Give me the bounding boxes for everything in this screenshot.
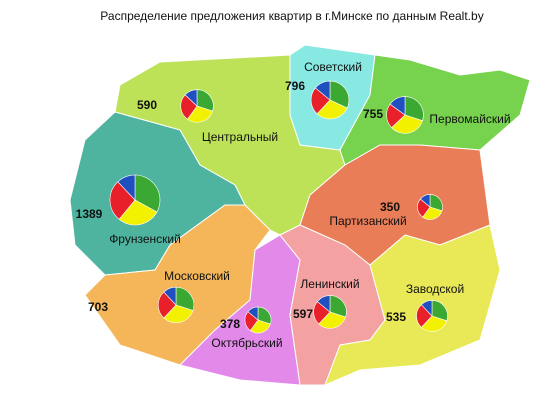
pie-slice — [431, 300, 448, 322]
district-count: 796 — [285, 79, 305, 93]
pie-slice — [249, 319, 271, 334]
pie-slice — [419, 194, 431, 208]
pie-slice — [118, 199, 158, 226]
pie-slice — [247, 306, 259, 321]
pie-slice — [318, 311, 346, 329]
district-name: Московский — [164, 269, 230, 283]
pie-slice — [422, 206, 443, 220]
pie-slice — [184, 89, 198, 107]
pie-slice — [420, 300, 433, 317]
pie-slice — [109, 181, 136, 220]
pie-slice — [180, 94, 198, 120]
district-name: Октябрьский — [211, 336, 282, 350]
district-name: Советский — [304, 60, 362, 74]
pie-slice — [389, 96, 406, 116]
district-name: Партизанский — [329, 214, 406, 228]
district-count: 597 — [293, 307, 313, 321]
district-count: 535 — [386, 310, 406, 324]
pie-slice — [329, 80, 350, 109]
pie-slice — [420, 315, 448, 332]
pie-slice — [329, 295, 347, 318]
pie-slice — [196, 89, 214, 112]
district-count: 755 — [363, 107, 383, 121]
map-title: Распределение предложения квартир в г.Ми… — [100, 9, 483, 23]
district-count: 590 — [137, 98, 157, 112]
pie-slice — [314, 80, 331, 101]
pie-slice — [257, 306, 272, 325]
pie-slice — [187, 105, 213, 123]
pie-slice — [404, 96, 424, 122]
district-count: 1389 — [76, 207, 103, 221]
district-name: Заводской — [406, 282, 464, 296]
pie-slice — [391, 114, 423, 134]
pie-slice — [117, 174, 136, 201]
pie-slice — [429, 194, 443, 212]
pie-slice — [316, 295, 331, 313]
pie-slice — [163, 286, 177, 306]
districts — [69, 44, 531, 386]
district-name: Первомайский — [429, 112, 510, 126]
pie-slice — [157, 291, 177, 319]
district-count: 703 — [88, 300, 108, 314]
pie-slice — [163, 304, 194, 324]
pie-slice — [175, 286, 195, 311]
district-name: Ленинский — [300, 277, 359, 291]
district-area — [324, 224, 501, 386]
district-count: 378 — [220, 317, 240, 331]
district-name: Фрунзенский — [109, 232, 181, 246]
district-name: Центральный — [202, 130, 278, 144]
pie-slice — [134, 174, 161, 213]
pie-slice — [316, 99, 348, 120]
district-count: 350 — [380, 200, 400, 214]
